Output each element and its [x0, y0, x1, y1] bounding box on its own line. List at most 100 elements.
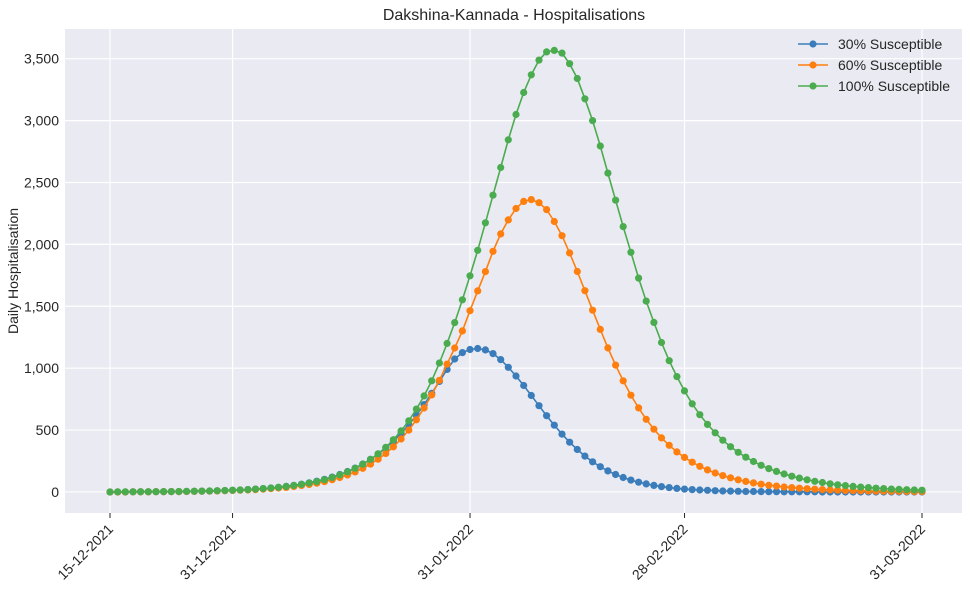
data-point: [619, 377, 627, 385]
data-point: [137, 488, 145, 496]
data-point: [734, 448, 742, 456]
data-point: [742, 477, 750, 485]
data-point: [435, 376, 443, 384]
data-point: [558, 430, 566, 438]
data-point: [336, 471, 344, 479]
data-point: [757, 488, 765, 496]
data-point: [642, 415, 650, 423]
x-tick-label: 31-12-2021: [177, 521, 239, 583]
data-point: [497, 230, 505, 238]
data-point: [152, 488, 160, 496]
data-point: [573, 74, 581, 83]
data-point: [726, 487, 735, 495]
x-tick-label: 31-03-2022: [866, 521, 928, 583]
data-point: [726, 443, 735, 451]
data-point: [680, 453, 689, 461]
data-point: [114, 488, 122, 496]
data-point: [903, 486, 911, 494]
data-point: [589, 458, 597, 466]
data-point: [711, 429, 719, 437]
data-point: [650, 318, 658, 326]
data-point: [481, 219, 489, 227]
data-point: [520, 88, 528, 97]
data-point: [765, 488, 773, 496]
data-point: [535, 199, 543, 207]
data-point: [604, 467, 612, 475]
data-point: [497, 356, 505, 364]
y-tick-label: 3,500: [24, 51, 59, 67]
data-point: [428, 377, 436, 385]
data-point: [826, 486, 834, 494]
data-point: [673, 373, 681, 381]
data-point: [489, 350, 497, 358]
data-point: [642, 480, 650, 488]
data-point: [734, 487, 742, 495]
data-point: [642, 297, 650, 305]
data-point: [657, 483, 666, 491]
data-point: [573, 267, 581, 276]
x-axis-ticks: 15-12-2021 31-12-2021 31-01-2022 28-02-2022…: [54, 513, 928, 583]
data-point: [213, 487, 221, 495]
data-point: [895, 485, 903, 493]
data-point: [297, 480, 306, 488]
data-point: [474, 344, 482, 353]
data-point: [826, 480, 834, 488]
data-point: [504, 136, 512, 144]
y-tick-label: 0: [51, 484, 59, 500]
data-point: [236, 486, 244, 494]
data-point: [703, 466, 712, 474]
data-point: [481, 346, 489, 354]
data-point: [657, 434, 666, 442]
data-point: [458, 296, 466, 304]
data-point: [635, 478, 643, 486]
data-point: [581, 287, 589, 295]
data-point: [397, 427, 405, 435]
data-point: [627, 248, 635, 256]
y-tick-label: 2,000: [24, 236, 59, 252]
data-point: [688, 486, 696, 494]
data-point: [504, 216, 512, 224]
data-point: [397, 435, 405, 443]
data-point: [374, 450, 382, 458]
y-axis-label: Daily Hospitalisation: [5, 208, 21, 334]
data-point: [129, 488, 137, 496]
data-point: [696, 462, 704, 470]
data-point: [749, 457, 758, 466]
data-point: [596, 142, 604, 150]
data-point: [841, 482, 850, 490]
data-point: [612, 361, 620, 369]
x-tick-label: 31-01-2022: [414, 521, 476, 583]
legend-label: 100% Susceptible: [838, 78, 950, 94]
data-point: [596, 325, 604, 333]
data-point: [412, 416, 420, 424]
data-point: [803, 485, 811, 493]
data-point: [527, 71, 535, 79]
data-point: [757, 461, 765, 469]
data-point: [451, 319, 459, 327]
data-point: [420, 392, 428, 400]
data-point: [765, 465, 773, 473]
data-point: [872, 484, 880, 492]
data-point: [696, 411, 704, 419]
data-point: [412, 405, 420, 413]
data-point: [604, 169, 612, 177]
x-tick-label: 15-12-2021: [54, 521, 116, 583]
legend-marker: [809, 40, 817, 48]
data-point: [405, 426, 413, 434]
data-point: [788, 472, 796, 480]
legend-item: 60% Susceptible: [798, 57, 943, 73]
data-point: [566, 249, 574, 257]
data-point: [160, 488, 168, 496]
data-point: [550, 421, 558, 429]
data-point: [527, 196, 535, 204]
data-point: [290, 481, 298, 490]
data-point: [619, 473, 627, 482]
data-point: [305, 479, 313, 487]
data-point: [458, 349, 466, 357]
data-point: [734, 476, 742, 484]
data-point: [711, 469, 719, 477]
data-point: [673, 448, 681, 456]
data-point: [811, 485, 819, 493]
data-point: [818, 486, 827, 494]
